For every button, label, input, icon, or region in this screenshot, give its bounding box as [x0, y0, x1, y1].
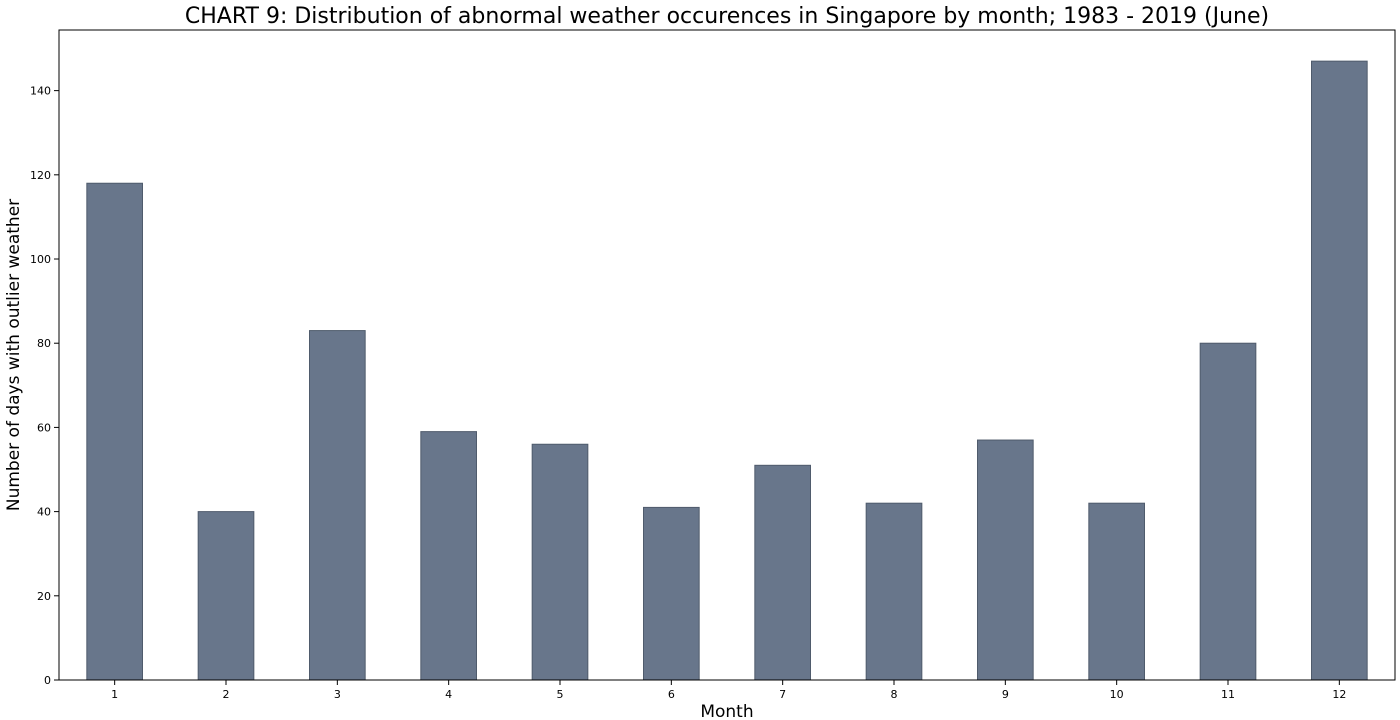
x-tick-label: 4	[445, 688, 452, 701]
x-tick-label: 3	[334, 688, 341, 701]
y-tick-label: 0	[44, 674, 51, 687]
chart-title: CHART 9: Distribution of abnormal weathe…	[185, 4, 1269, 29]
x-tick-label: 5	[557, 688, 564, 701]
y-axis-title: Number of days with outlier weather	[4, 199, 24, 511]
plot-frame	[58, 29, 1396, 681]
bar-month-9	[977, 439, 1034, 681]
bar-month-12	[1311, 60, 1368, 681]
y-tick-label: 80	[37, 337, 51, 350]
y-axis: 0 20 40 60 80 100 120 140	[30, 85, 59, 687]
x-tick-label: 6	[668, 688, 675, 701]
x-axis: 1 2 3 4 5 6 7 8 9 10 11 12	[111, 680, 1346, 701]
x-tick-label: 11	[1221, 688, 1235, 701]
bar-month-3	[309, 330, 366, 681]
x-tick-label: 12	[1332, 688, 1346, 701]
x-tick-label: 7	[779, 688, 786, 701]
x-tick-label: 10	[1110, 688, 1124, 701]
y-tick-label: 140	[30, 85, 51, 98]
bar-month-4	[420, 431, 477, 681]
x-tick-label: 9	[1002, 688, 1009, 701]
bar-month-8	[865, 502, 923, 681]
x-tick-label: 2	[223, 688, 230, 701]
bar-month-11	[1199, 342, 1257, 681]
x-tick-label: 1	[111, 688, 118, 701]
bar-month-6	[643, 506, 700, 681]
y-tick-label: 40	[37, 506, 51, 519]
y-tick-label: 100	[30, 253, 51, 266]
x-tick-label: 8	[891, 688, 898, 701]
bar-month-10	[1088, 502, 1145, 681]
bar-month-1	[86, 182, 143, 681]
y-tick-label: 60	[37, 421, 51, 434]
y-tick-label: 20	[37, 590, 51, 603]
y-tick-label: 120	[30, 169, 51, 182]
x-axis-title: Month	[700, 702, 753, 720]
bar-month-7	[754, 464, 812, 681]
bar-month-5	[531, 443, 589, 681]
bar-month-2	[197, 511, 255, 681]
bars-group	[86, 60, 1368, 681]
